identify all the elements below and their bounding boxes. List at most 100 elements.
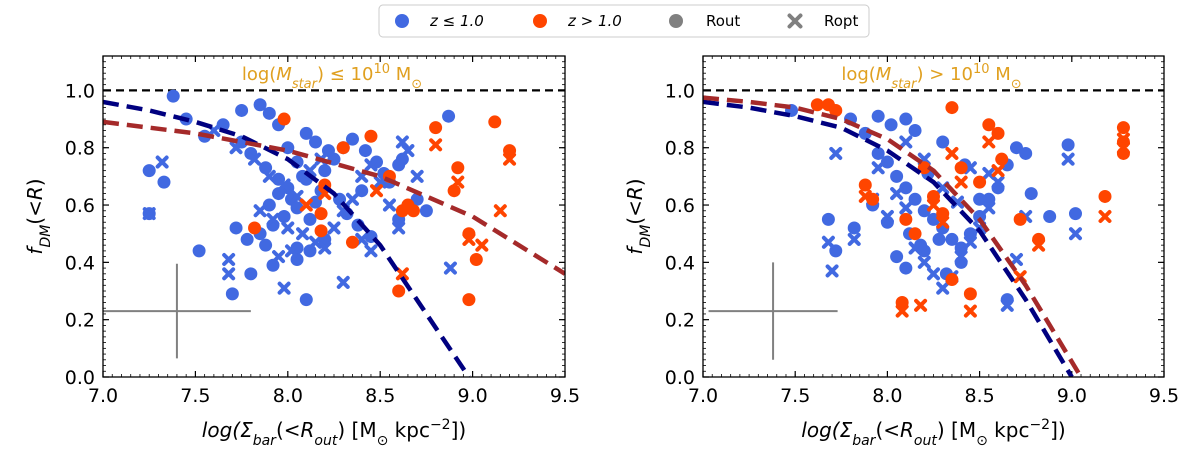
- data-point-low_z-ropt: [266, 212, 280, 226]
- data-point-low_z-ropt: [847, 232, 861, 246]
- data-point-low_z-rout: [309, 135, 323, 149]
- data-point-high_z-ropt: [963, 304, 977, 318]
- data-point-low_z-ropt: [373, 175, 387, 189]
- data-point-low_z-ropt: [936, 281, 950, 295]
- data-point-high_z-rout: [488, 115, 502, 129]
- data-point-low_z-ropt: [982, 201, 996, 215]
- data-point-low_z-rout: [358, 144, 372, 158]
- curve-navy: [103, 99, 471, 377]
- y-tick-label: 0.6: [665, 195, 695, 217]
- y-tick-label: 1.0: [665, 80, 695, 102]
- x-tick-label: 8.0: [273, 385, 303, 407]
- data-point-low_z-rout: [821, 212, 835, 226]
- data-point-low_z-rout: [899, 112, 913, 126]
- data-point-low_z-rout: [192, 244, 206, 258]
- data-point-low_z-ropt: [392, 221, 406, 235]
- data-point-low_z-ropt: [991, 175, 1005, 189]
- data-point-high_z-rout: [345, 235, 359, 249]
- data-point-low_z-rout: [890, 169, 904, 183]
- legend-label-ropt: Ropt: [824, 12, 858, 30]
- data-point-low_z-rout: [847, 221, 861, 235]
- legend-marker-high-z: [533, 14, 547, 28]
- model-curves: [703, 95, 1083, 377]
- data-point-low_z-rout: [253, 98, 267, 112]
- data-point-low_z-ropt: [963, 161, 977, 175]
- data-point-high_z-rout: [963, 287, 977, 301]
- x-tick-label: 7.5: [180, 385, 210, 407]
- data-point-low_z-rout: [1024, 187, 1038, 201]
- data-point-high_z-ropt: [895, 304, 909, 318]
- data-point-low_z-ropt: [364, 244, 378, 258]
- data-point-low_z-ropt: [880, 210, 894, 223]
- x-tick-label: 8.5: [964, 385, 994, 407]
- data-point-low_z-ropt: [281, 221, 295, 235]
- data-point-high_z-rout: [973, 175, 987, 189]
- data-point-low_z-ropt: [825, 264, 839, 278]
- data-point-low_z-rout: [1068, 207, 1082, 221]
- data-point-high_z-ropt: [1032, 238, 1046, 252]
- legend-label-rout: Rout: [706, 12, 740, 30]
- data-point-high_z-ropt: [982, 135, 996, 149]
- data-point-high_z-rout: [248, 221, 262, 235]
- data-point-low_z-ropt: [890, 187, 904, 201]
- data-point-high_z-rout: [945, 273, 959, 287]
- data-point-high_z-ropt: [429, 138, 443, 152]
- data-point-low_z-ropt: [290, 189, 304, 203]
- data-point-low_z-rout: [235, 103, 249, 117]
- y-tick-label: 0.0: [65, 367, 95, 389]
- data-point-low_z-rout: [272, 187, 286, 201]
- data-point-low_z-ropt: [327, 221, 341, 235]
- data-points: [142, 89, 517, 307]
- data-point-high_z-ropt: [475, 238, 489, 252]
- data-point-low_z-rout: [936, 135, 950, 149]
- data-point-low_z-rout: [890, 250, 904, 264]
- data-point-high_z-ropt: [1116, 141, 1130, 155]
- data-point-low_z-rout: [259, 161, 273, 175]
- data-point-low_z-rout: [277, 210, 291, 223]
- x-axis-label: log(Σbar(<Rout) [M⊙ kpc−2]): [801, 417, 1065, 449]
- data-point-low_z-ropt: [443, 261, 457, 275]
- y-tick-label: 0.4: [65, 252, 95, 274]
- data-point-low_z-ropt: [345, 192, 359, 206]
- legend-frame: [378, 4, 870, 38]
- data-point-low_z-ropt: [262, 169, 276, 183]
- data-point-low_z-ropt: [927, 267, 940, 281]
- x-tick-label: 7.0: [688, 385, 718, 407]
- data-point-high_z-ropt: [936, 215, 950, 229]
- data-point-low_z-ropt: [1068, 227, 1082, 241]
- panel-high-mass: 7.0 7.5 8.0 8.5 9.0 9.5 0.0 0.2 0.4 0.6 0.8 1.0 log(…: [623, 55, 1179, 449]
- data-point-low_z-ropt: [401, 144, 415, 158]
- y-tick-label: 1.0: [65, 80, 95, 102]
- data-point-low_z-rout: [240, 232, 254, 246]
- data-point-low_z-ropt: [829, 146, 843, 160]
- data-point-high_z-rout: [945, 101, 959, 115]
- data-point-low_z-ropt: [277, 281, 291, 295]
- data-point-low_z-rout: [932, 232, 946, 246]
- data-point-low_z-ropt: [917, 255, 931, 269]
- data-point-low_z-ropt: [277, 178, 291, 192]
- legend-label-low-z: z ≤ 1.0: [429, 12, 484, 30]
- data-point-high_z-ropt: [370, 184, 384, 198]
- data-point-low_z-rout: [1061, 138, 1075, 152]
- data-point-low_z-rout: [318, 164, 332, 178]
- data-point-high_z-rout: [451, 161, 465, 175]
- mass-annotation: log(Mstar) ≤ 1010 M⊙: [242, 62, 422, 92]
- data-point-high_z-ropt: [927, 198, 940, 212]
- data-point-high_z-rout: [954, 161, 968, 175]
- plot-frame: [702, 55, 1165, 378]
- data-point-low_z-ropt: [899, 201, 913, 215]
- data-point-high_z-rout: [336, 141, 350, 155]
- data-point-low_z-rout: [142, 164, 156, 178]
- data-point-low_z-ropt: [908, 241, 922, 255]
- data-point-low_z-ropt: [1061, 152, 1075, 166]
- data-point-low_z-ropt: [1009, 252, 1023, 266]
- panel-low-mass: 7.0 7.5 8.0 8.5 9.0 9.5 0.0 0.2 0.4 0.6 0.8 1.0 log(…: [23, 55, 580, 449]
- data-point-high_z-rout: [429, 121, 443, 135]
- data-point-high_z-ropt: [395, 267, 409, 281]
- legend: z ≤ 1.0 z > 1.0 Rout Ropt: [378, 4, 870, 38]
- data-point-high_z-rout: [899, 212, 913, 226]
- data-point-low_z-ropt: [410, 169, 424, 183]
- data-point-low_z-ropt: [284, 244, 298, 258]
- data-point-high_z-ropt: [858, 189, 872, 203]
